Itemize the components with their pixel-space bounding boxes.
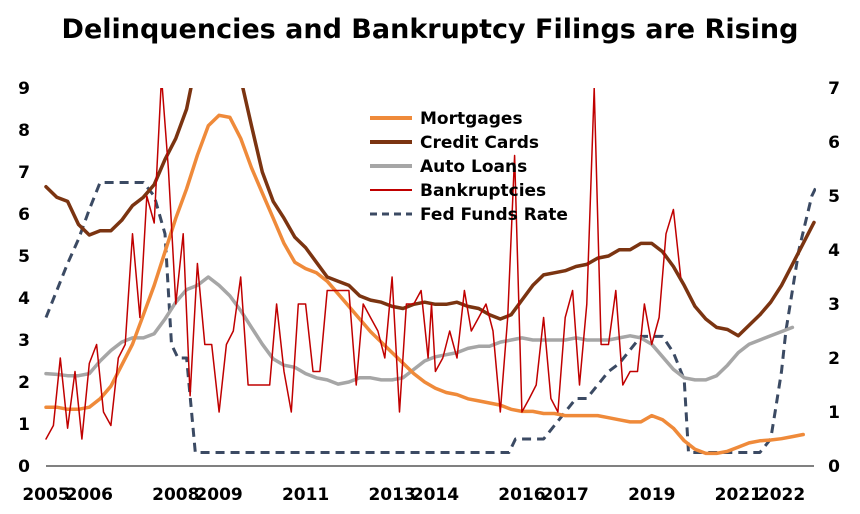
x-tick-label-8: 2017 <box>542 485 589 505</box>
left-tick-label-6: 6 <box>18 205 30 225</box>
x-tick-label-10: 2021 <box>715 485 762 505</box>
x-tick-label-4: 2011 <box>282 485 329 505</box>
series-layer <box>44 88 816 456</box>
x-tick-label-6: 2014 <box>412 485 459 505</box>
right-axis-ticks: 0 1 2 3 4 5 6 7 <box>828 79 840 477</box>
left-tick-label-5: 5 <box>18 247 30 267</box>
legend-label-3: Bankruptcies <box>420 181 546 201</box>
right-tick-label-4: 4 <box>828 241 840 261</box>
x-tick-label-7: 2016 <box>498 485 545 505</box>
left-tick-label-2: 2 <box>18 373 30 393</box>
x-tick-label-0: 2005 <box>22 485 69 505</box>
x-tick-label-3: 2009 <box>195 485 242 505</box>
x-tick-label-9: 2019 <box>628 485 675 505</box>
right-tick-label-0: 0 <box>828 457 840 477</box>
left-tick-label-9: 9 <box>18 79 30 99</box>
legend-label-0: Mortgages <box>420 109 523 129</box>
left-tick-label-4: 4 <box>18 289 30 309</box>
legend-label-4: Fed Funds Rate <box>420 205 568 225</box>
x-tick-label-5: 2013 <box>368 485 415 505</box>
chart-title: Delinquencies and Bankruptcy Filings are… <box>62 14 799 45</box>
left-tick-label-3: 3 <box>18 331 30 351</box>
legend: Mortgages Credit Cards Auto Loans Bankruptc… <box>370 109 568 225</box>
legend-label-1: Credit Cards <box>420 133 539 153</box>
left-tick-label-7: 7 <box>18 163 30 183</box>
right-tick-label-1: 1 <box>828 403 840 423</box>
right-tick-label-6: 6 <box>828 133 840 153</box>
left-tick-label-8: 8 <box>18 121 30 141</box>
left-tick-label-0: 0 <box>18 457 30 477</box>
x-tick-label-1: 2006 <box>66 485 113 505</box>
right-tick-label-5: 5 <box>828 187 840 207</box>
right-tick-label-7: 7 <box>828 79 840 99</box>
left-tick-label-1: 1 <box>18 415 30 435</box>
legend-label-2: Auto Loans <box>420 157 527 177</box>
x-tick-label-11: 2022 <box>758 485 805 505</box>
right-tick-label-3: 3 <box>828 295 840 315</box>
series-line-credit-cards-4 <box>241 88 816 338</box>
x-tick-label-2: 2008 <box>152 485 199 505</box>
series-line-bankruptcies-5 <box>45 88 682 440</box>
right-tick-label-2: 2 <box>828 349 840 369</box>
series-line-auto-loans-1 <box>44 275 795 386</box>
left-axis-ticks: 0 1 2 3 4 5 6 7 8 9 <box>18 79 30 477</box>
series-line-credit-cards-3 <box>44 88 193 237</box>
